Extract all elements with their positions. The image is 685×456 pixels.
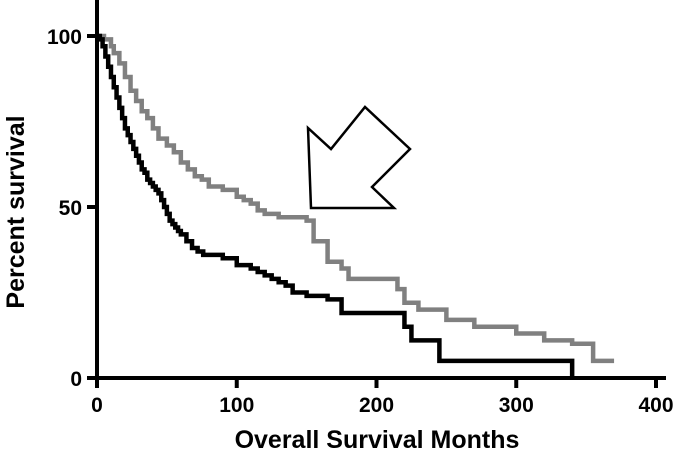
x-tick-label: 200 bbox=[359, 394, 394, 417]
outline-arrow-icon bbox=[306, 105, 412, 210]
series-line-1 bbox=[97, 33, 575, 378]
y-tick-label: 100 bbox=[47, 26, 82, 49]
x-tick-label: 300 bbox=[499, 394, 534, 417]
series-line-2 bbox=[97, 33, 615, 364]
y-tick-label: 0 bbox=[70, 368, 82, 391]
plot-area bbox=[97, 33, 615, 378]
y-tick-label: 50 bbox=[59, 197, 82, 220]
x-tick-label: 100 bbox=[219, 394, 254, 417]
x-tick-label: 0 bbox=[91, 394, 103, 417]
y-axis-title: Percent survival bbox=[2, 115, 30, 308]
x-tick-label: 400 bbox=[638, 394, 673, 417]
x-axis-title: Overall Survival Months bbox=[235, 426, 520, 454]
labels: Overall Survival Months Percent survival bbox=[2, 115, 519, 454]
axes: 0 100 200 300 400 0 50 100 bbox=[47, 0, 674, 417]
annotation-layer bbox=[306, 105, 412, 210]
